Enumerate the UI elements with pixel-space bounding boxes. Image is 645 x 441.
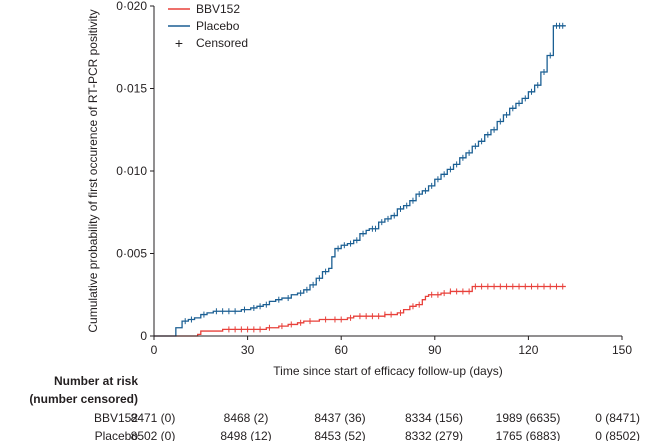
y-tick-label: 0·005: [116, 247, 147, 261]
risk-row-label: Placebo: [95, 429, 139, 441]
risk-cell: 8332 (279): [405, 429, 463, 441]
risk-cell: 8468 (2): [224, 411, 269, 425]
x-tick-label: 60: [335, 343, 349, 357]
y-tick-label: 0: [140, 329, 147, 343]
risk-cell: 8453 (52): [314, 429, 365, 441]
legend-label: Placebo: [196, 19, 240, 33]
y-axis-title: Cumulative probability of first occurenc…: [86, 9, 100, 332]
risk-cell: 8498 (12): [220, 429, 271, 441]
x-tick-label: 30: [241, 343, 255, 357]
risk-cell: 8437 (36): [314, 411, 365, 425]
risk-cell: 1989 (6635): [496, 411, 561, 425]
x-tick-label: 120: [518, 343, 538, 357]
series-line-placebo: [154, 25, 566, 337]
risk-table-subtitle: (number censored): [29, 392, 138, 406]
x-tick-label: 90: [428, 343, 442, 357]
legend: BBV152 Placebo + Censored: [168, 2, 248, 51]
risk-row-label: BBV152: [94, 411, 138, 425]
risk-table-title: Number at risk: [54, 374, 138, 388]
legend-label: Censored: [196, 36, 248, 50]
x-tick-label: 150: [612, 343, 632, 357]
y-tick-label: 0·020: [116, 0, 147, 13]
risk-cell: 0 (8502): [595, 429, 640, 441]
legend-label: BBV152: [196, 2, 240, 16]
risk-cell: 8334 (156): [405, 411, 463, 425]
risk-cell: 8502 (0): [131, 429, 176, 441]
y-tick-label: 0·015: [116, 82, 147, 96]
legend-plus-icon: +: [175, 35, 183, 51]
x-tick-label: 0: [151, 343, 158, 357]
y-tick-label: 0·010: [116, 164, 147, 178]
risk-table: Number at risk (number censored) BBV1528…: [29, 374, 640, 441]
risk-cell: 8471 (0): [131, 411, 176, 425]
risk-cell: 1765 (6883): [496, 429, 561, 441]
x-axis-title: Time since start of efficacy follow-up (…: [273, 364, 502, 378]
axes: 0 30 60 90 120 150 0 0·005 0·010 0·015 0·020: [116, 0, 632, 357]
plot-area: [154, 22, 566, 337]
risk-cell: 0 (8471): [595, 411, 640, 425]
